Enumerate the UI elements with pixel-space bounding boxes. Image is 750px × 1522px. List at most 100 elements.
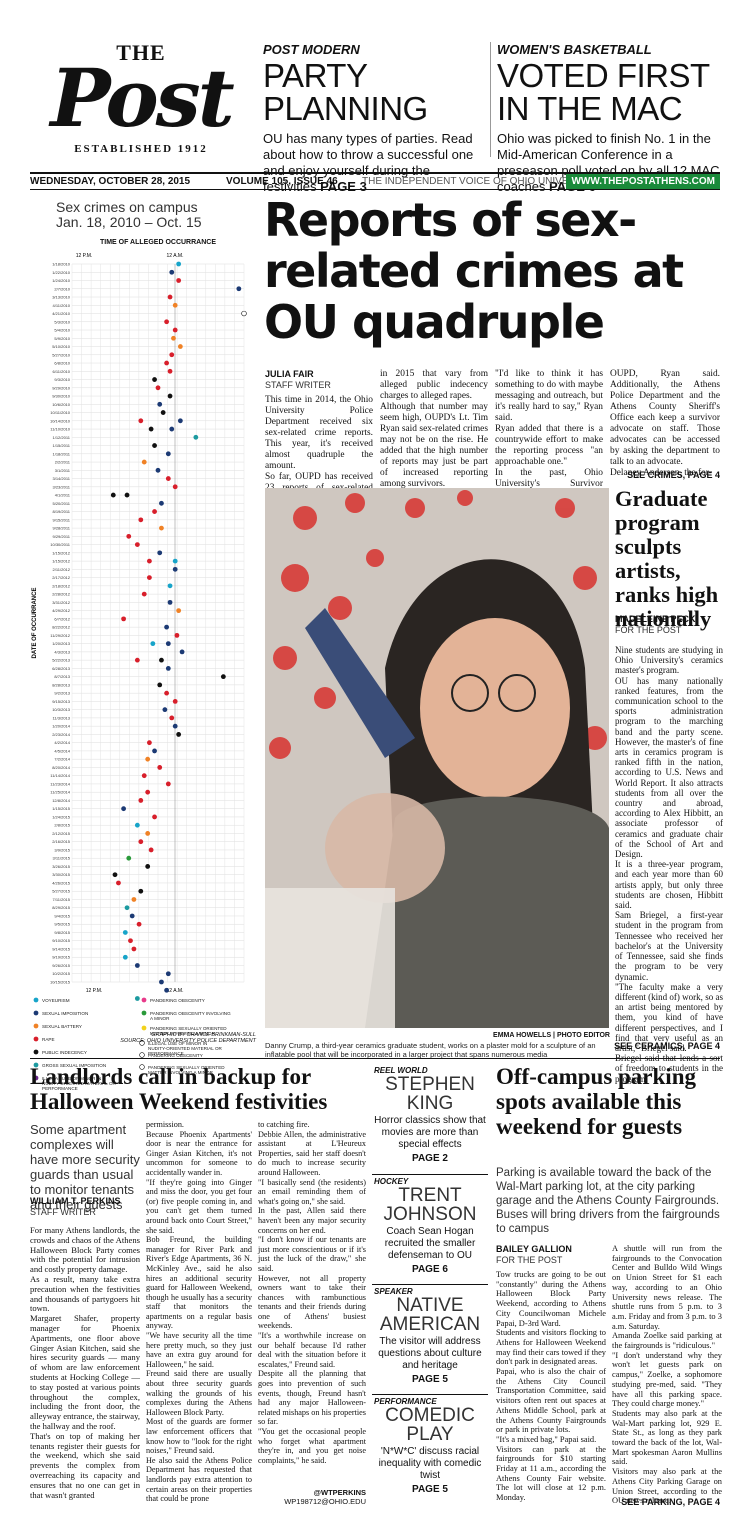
sidebar-item-stephen-king[interactable]: REEL WORLD STEPHEN KING Horror classics … — [372, 1064, 488, 1172]
data-point — [131, 897, 137, 902]
data-point — [169, 426, 175, 432]
tagline: THE INDEPENDENT VOICE OF OHIO UNIVERSITY — [362, 176, 598, 187]
grad-continued-link[interactable]: SEE CERAMICS, PAGE 4 — [614, 1041, 720, 1051]
y-tick-label: 12/8/2014 — [52, 798, 71, 803]
data-point — [241, 310, 247, 317]
data-point — [176, 278, 182, 283]
data-point — [141, 459, 147, 465]
y-tick-label: 4/29/2012 — [52, 608, 71, 613]
masthead-established: ESTABLISHED 1912 — [74, 143, 208, 155]
y-tick-label: 8/7/2013 — [54, 674, 70, 679]
parking-headline[interactable]: Off-campus parking spots available this … — [496, 1064, 696, 1139]
data-point — [141, 773, 147, 779]
data-point — [157, 401, 163, 407]
masthead-logo[interactable]: THE Post ESTABLISHED 1912 — [30, 40, 252, 162]
data-point — [131, 946, 137, 952]
lead-byline-block: JULIA FAIR STAFF WRITER — [265, 369, 373, 391]
y-tick-label: 4/11/2010 — [53, 303, 71, 308]
sidebar-item-trent-johnson[interactable]: HOCKEY TRENT JOHNSON Coach Sean Hogan re… — [372, 1174, 488, 1282]
data-point — [110, 492, 116, 498]
data-point — [172, 327, 178, 333]
data-point — [169, 715, 175, 721]
teaser-title: PARTY PLANNING — [263, 57, 428, 127]
legend-marker — [141, 997, 147, 1003]
legend-marker — [33, 1075, 39, 1081]
data-point — [159, 500, 164, 506]
y-tick-label: 3/23/2011 — [53, 484, 71, 489]
sidebar-title: NATIVE AMERICAN — [379, 1295, 481, 1335]
data-point — [138, 798, 144, 803]
legend-label: PUBLIC INDECENCY — [42, 1050, 87, 1055]
y-tick-label: 10/3/2013 — [52, 707, 71, 712]
y-tick-label: 1/22/2010 — [52, 270, 71, 275]
lead-col-2: in 2015 that vary from alleged public in… — [380, 369, 488, 489]
y-tick-label: 2/18/2012 — [52, 583, 71, 588]
chart-title: Sex crimes on campus Jan. 18, 2010 – Oct… — [56, 199, 202, 230]
y-tick-label: 1/12/2011 — [53, 435, 71, 440]
data-point — [193, 434, 199, 440]
data-point — [172, 558, 178, 564]
parking-continued-link[interactable]: SEE PARKING, PAGE 4 — [621, 1497, 720, 1507]
grad-headline[interactable]: Graduate program sculpts artists, ranks … — [615, 486, 719, 631]
y-tick-label: 11/25/2014 — [50, 790, 70, 795]
y-tick-label: 3/11/2015 — [53, 856, 71, 861]
data-point — [174, 632, 180, 638]
sidebar-item-native-american[interactable]: SPEAKER NATIVE AMERICAN The visitor will… — [372, 1284, 488, 1392]
y-tick-label: 9/29/2011 — [53, 534, 71, 539]
data-point — [164, 624, 170, 630]
y-tick-label: 6/11/2010 — [53, 369, 71, 374]
landlords-col-1: For many Athens landlords, the crowds an… — [30, 1225, 140, 1500]
sidebar-title: COMEDIC PLAY — [385, 1405, 475, 1445]
y-tick-label: 9/3/2010 — [54, 377, 70, 382]
data-point — [169, 352, 175, 358]
y-tick-label: 1/15/2011 — [53, 443, 71, 448]
y-tick-label: 9/29/2010 — [52, 385, 71, 390]
y-tick-label: 11/3/2013 — [53, 715, 71, 720]
sidebar-kicker: PERFORMANCE — [374, 1397, 437, 1406]
y-tick-label: 10/6/2010 — [52, 402, 71, 407]
y-tick-label: 3/1/2011 — [55, 468, 71, 473]
data-point — [126, 533, 132, 539]
y-tick-label: 11/23/2014 — [50, 781, 70, 786]
y-tick-label: 9/26/2015 — [52, 963, 71, 968]
y-tick-label: 1/15/2012 — [52, 559, 71, 564]
data-point — [157, 765, 163, 770]
data-point — [155, 467, 161, 473]
chart-x-label: TIME OF ALLEGED OCCURRANCE — [99, 239, 217, 246]
y-tick-label: 9/5/2015 — [54, 922, 70, 927]
data-point — [165, 781, 171, 787]
data-point — [177, 344, 183, 349]
y-tick-label: 6/28/2013 — [52, 666, 71, 671]
y-tick-label: 8/19/2011 — [53, 509, 71, 514]
landlords-email[interactable]: WP198712@OHIO.EDU — [284, 1497, 366, 1506]
y-tick-label: 9/15/2011 — [53, 517, 71, 522]
website-link[interactable]: WWW.THEPOSTATHENS.COM — [566, 174, 720, 189]
sidebar-item-comedic-play[interactable]: PERFORMANCE COMEDIC PLAY 'N*W*C' discuss… — [372, 1394, 488, 1502]
teaser-party-planning[interactable]: POST MODERN PARTY PLANNING OU has many t… — [263, 42, 483, 194]
data-point — [134, 657, 140, 663]
legend-marker — [33, 1036, 39, 1042]
data-point — [159, 657, 164, 663]
landlords-headline[interactable]: Landlords call in backup for Halloween W… — [30, 1064, 328, 1114]
data-point — [172, 699, 178, 704]
landlords-twitter[interactable]: @WTPERKINS — [313, 1488, 366, 1497]
y-axis-label: DATE OF OCCURRANCE — [32, 588, 38, 659]
lead-headline[interactable]: Reports of sex-related crimes at OU quad… — [264, 193, 684, 349]
lead-photo — [265, 488, 609, 1028]
grad-body: Nine students are studying in Ohio Unive… — [615, 645, 723, 1084]
legend-label: RAPE — [42, 1037, 55, 1042]
lead-continued-link[interactable]: SEE CRIMES, PAGE 4 — [627, 470, 720, 480]
y-tick-label: 3/30/2015 — [52, 872, 71, 877]
data-point — [172, 723, 178, 729]
masthead-the: THE — [116, 40, 166, 65]
data-point — [157, 550, 163, 556]
y-tick-label: 2/28/2012 — [52, 592, 71, 597]
teaser-kicker: WOMEN'S BASKETBALL — [497, 42, 652, 57]
data-point — [152, 377, 157, 382]
data-point — [116, 880, 121, 886]
y-tick-label: 2/8/2015 — [54, 823, 70, 828]
data-point — [165, 641, 171, 647]
y-tick-label: 10/2/2015 — [52, 971, 71, 976]
teaser-womens-basketball[interactable]: WOMEN'S BASKETBALL VOTED FIRST IN THE MA… — [497, 42, 721, 194]
parking-byline: BAILEY GALLION — [496, 1244, 572, 1254]
